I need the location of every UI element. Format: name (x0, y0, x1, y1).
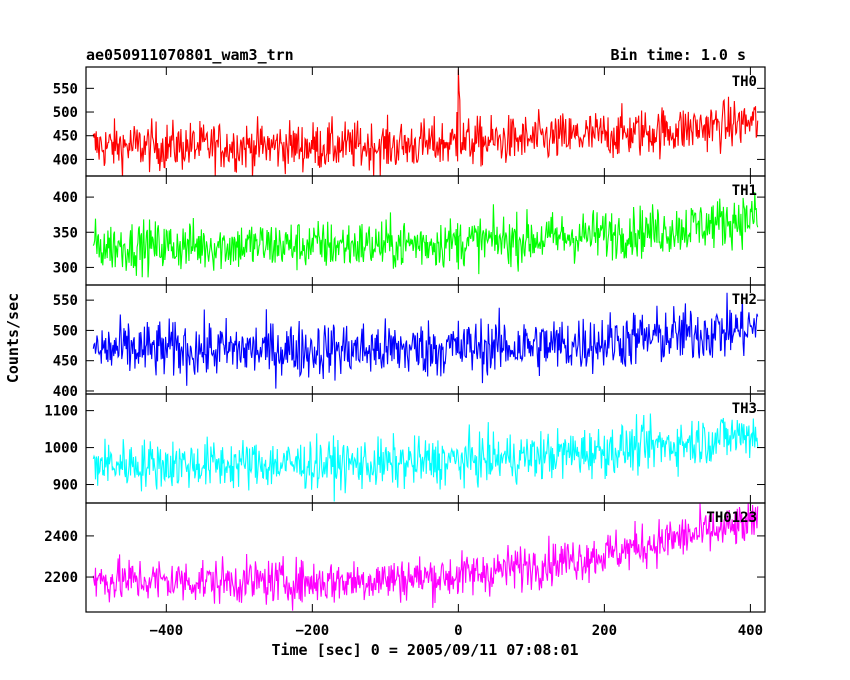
x-tick-label: 200 (592, 623, 617, 639)
y-tick-label: 350 (53, 225, 78, 241)
panel-th0123: 2200 2400 TH0123 (44, 502, 766, 613)
y-tick-label: 500 (53, 323, 78, 339)
panel-label: TH2 (732, 292, 757, 308)
panel-th2: 400 450 500 550 TH2 (53, 284, 766, 400)
bin-time-label: Bin time: 1.0 s (611, 46, 746, 64)
series-line-th1 (92, 192, 759, 278)
y-tick-label: 400 (53, 190, 78, 206)
panel-label: TH0123 (706, 510, 757, 526)
y-tick-label: 500 (53, 105, 78, 121)
y-tick-label: 450 (53, 129, 78, 145)
y-tick-label: 400 (53, 384, 78, 400)
x-tick-label: 400 (738, 623, 763, 639)
series-line-th2 (92, 292, 759, 389)
panel-frame (85, 502, 766, 613)
panel-th3: 900 1000 1100 TH3 (44, 393, 766, 504)
y-tick-label: 450 (53, 354, 78, 370)
y-tick-label: 900 (53, 478, 78, 494)
y-tick-label: 300 (53, 260, 78, 276)
chart-title: ae050911070801_wam3_trn (86, 46, 294, 64)
y-tick-label: 2400 (44, 529, 78, 545)
x-axis-label: Time [sec] 0 = 2005/09/11 07:08:01 (271, 641, 578, 659)
panel-th1: 300 350 400 TH1 (53, 175, 766, 286)
panel-th0: 400 450 500 550 TH0 (53, 66, 766, 177)
y-tick-label: 1100 (44, 404, 78, 420)
x-tick-label: −200 (295, 623, 329, 639)
x-axis: −400 −200 0 200 400 (149, 67, 763, 639)
panel-label: TH3 (732, 401, 757, 417)
y-tick-label: 550 (53, 293, 78, 309)
series-line-th0 (92, 69, 759, 176)
panels-group: 400 450 500 550 TH0 300 350 400 TH1 400 450 500 550 T… (44, 66, 766, 613)
x-tick-label: −400 (149, 623, 183, 639)
y-tick-label: 2200 (44, 570, 78, 586)
y-tick-label: 550 (53, 81, 78, 97)
series-line-th0123 (92, 503, 759, 611)
y-tick-label: 1000 (44, 441, 78, 457)
x-tick-label: 0 (454, 623, 462, 639)
y-tick-label: 400 (53, 152, 78, 168)
series-line-th3 (92, 413, 759, 502)
panel-label: TH1 (732, 183, 757, 199)
y-axis-label: Counts/sec (4, 293, 22, 383)
panel-label: TH0 (732, 74, 757, 90)
